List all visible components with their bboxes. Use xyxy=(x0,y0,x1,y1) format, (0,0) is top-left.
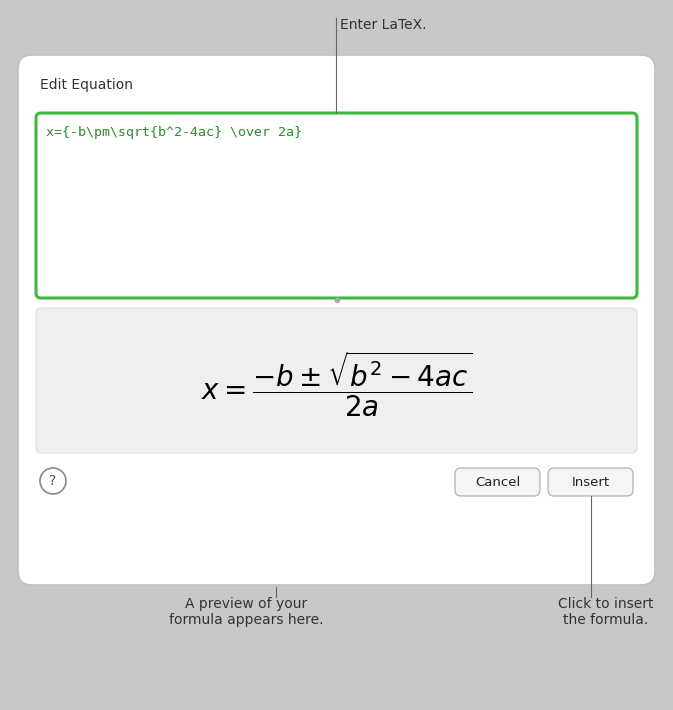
Text: Cancel: Cancel xyxy=(475,476,520,488)
Text: Enter LaTeX.: Enter LaTeX. xyxy=(340,18,427,32)
Text: A preview of your
formula appears here.: A preview of your formula appears here. xyxy=(169,597,323,627)
Text: Insert: Insert xyxy=(571,476,610,488)
Text: Edit Equation: Edit Equation xyxy=(40,78,133,92)
FancyBboxPatch shape xyxy=(36,308,637,453)
FancyBboxPatch shape xyxy=(18,55,655,585)
Text: Click to insert
the formula.: Click to insert the formula. xyxy=(558,597,653,627)
FancyBboxPatch shape xyxy=(455,468,540,496)
FancyBboxPatch shape xyxy=(36,113,637,298)
Text: x={-b\pm\sqrt{b^2-4ac} \over 2a}: x={-b\pm\sqrt{b^2-4ac} \over 2a} xyxy=(46,126,302,139)
Text: ?: ? xyxy=(49,474,57,488)
Text: $x = \dfrac{-b \pm \sqrt{b^2 - 4ac}}{2a}$: $x = \dfrac{-b \pm \sqrt{b^2 - 4ac}}{2a}… xyxy=(201,350,472,419)
FancyBboxPatch shape xyxy=(548,468,633,496)
